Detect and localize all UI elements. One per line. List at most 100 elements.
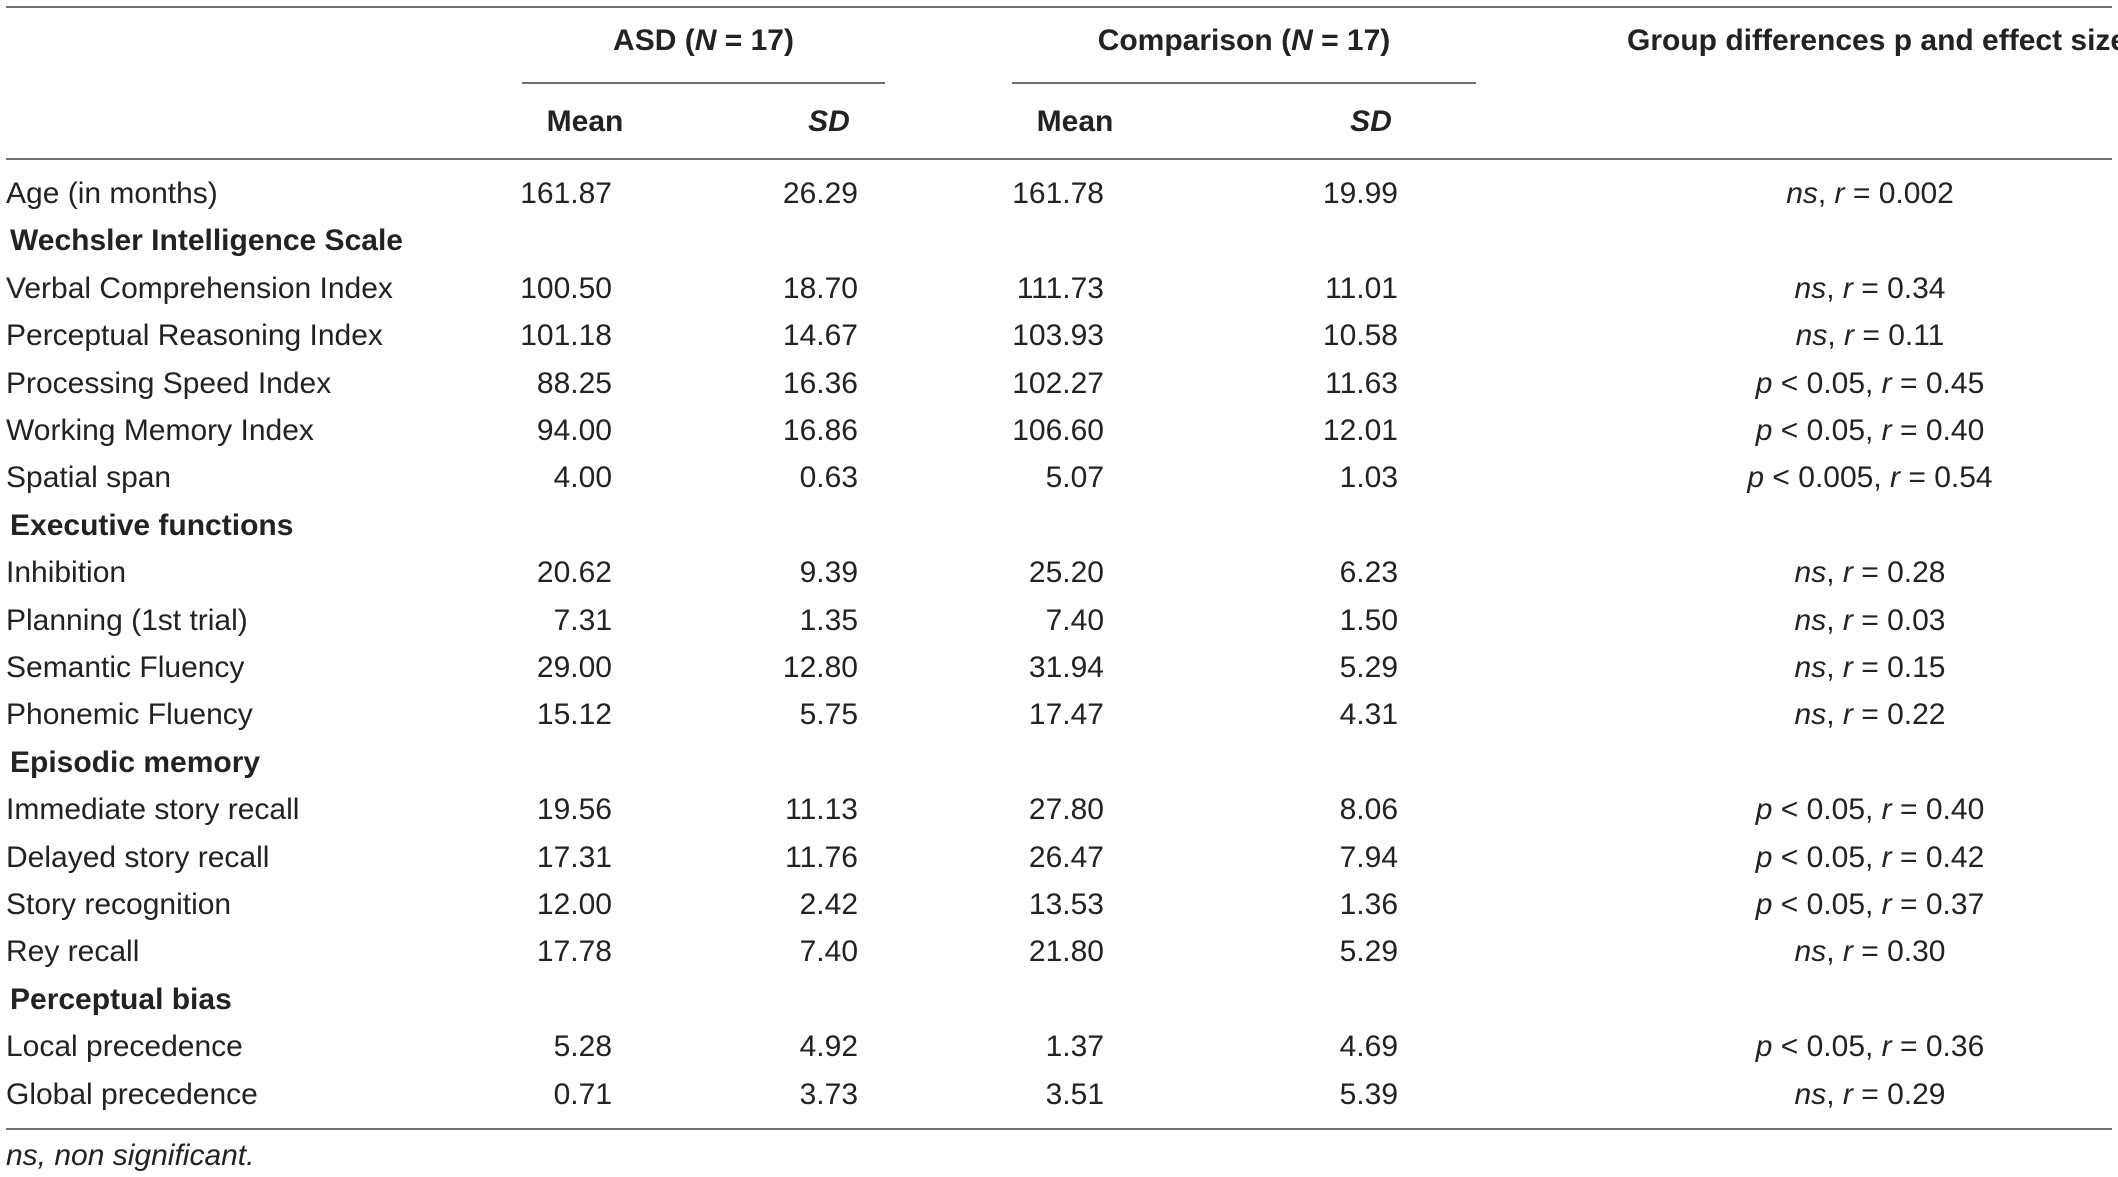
group-difference-part: p — [1755, 1030, 1773, 1064]
row-label: Inhibition — [6, 556, 127, 590]
asd-mean-cell: 19.56 — [536, 793, 612, 827]
row-label: Spatial span — [6, 461, 172, 495]
group-difference-part: , — [1826, 271, 1843, 305]
asd-sd-cell: 4.92 — [799, 1030, 858, 1064]
group-difference-part: , — [1826, 935, 1843, 969]
group-difference-part: = 0.40 — [1891, 793, 1985, 827]
comparison-mean-cell: 5.07 — [1045, 461, 1104, 495]
group-difference-part: = 0.15 — [1852, 651, 1946, 684]
asd-sd-cell: 11.76 — [785, 840, 858, 874]
asd-sd-cell: 9.39 — [799, 556, 858, 590]
comparison-group-rule — [1012, 82, 1476, 84]
comparison-sd-cell: 6.23 — [1339, 556, 1398, 590]
group-difference-part: p — [1755, 793, 1773, 827]
group-difference-part: p — [1747, 461, 1765, 495]
comparison-mean-cell: 17.47 — [1028, 698, 1104, 732]
group-difference-part: r — [1834, 177, 1845, 210]
group-difference-part: r — [1881, 414, 1892, 447]
group-difference-part: = 0.34 — [1852, 271, 1946, 305]
asd-sd-cell: 26.29 — [782, 177, 858, 210]
group-difference-part: r — [1844, 319, 1854, 353]
group-difference-cell: ns, r = 0.03 — [1660, 603, 2080, 639]
group-difference-cell: ns, r = 0.28 — [1660, 555, 2080, 591]
comparison-sd-cell: 7.94 — [1339, 840, 1398, 874]
table-bottom-rule — [6, 1128, 2112, 1130]
group-difference-part: , — [1826, 603, 1843, 637]
group-difference-part: r — [1842, 271, 1853, 305]
comparison-sd-cell: 4.31 — [1339, 698, 1398, 732]
comparison-mean-cell: 31.94 — [1028, 651, 1104, 684]
group-difference-part: r — [1881, 366, 1892, 400]
section-label: Executive functions — [10, 508, 294, 542]
group-difference-part: = 0.40 — [1891, 414, 1985, 447]
group-difference-part: r — [1881, 840, 1892, 874]
group-difference-cell: ns, r = 0.29 — [1660, 1077, 2080, 1113]
group-difference-part: , — [1826, 698, 1843, 732]
comparison-mean-cell: 27.80 — [1028, 793, 1104, 827]
group-difference-part: , — [1826, 556, 1843, 590]
group-difference-part: = 0.36 — [1891, 1030, 1985, 1064]
asd-sd-cell: 14.67 — [782, 319, 858, 353]
comparison-mean-cell: 13.53 — [1028, 888, 1104, 921]
comparison-mean-cell: 21.80 — [1028, 935, 1104, 969]
row-label: Global precedence — [6, 1077, 258, 1111]
asd-sd-header: SD — [808, 105, 850, 138]
group-difference-part: ns — [1794, 556, 1827, 590]
asd-sd-cell: 11.13 — [785, 793, 858, 827]
row-label: Perceptual Reasoning Index — [6, 319, 383, 353]
group-differences-header: Group differences p and effect size — [1627, 24, 2118, 57]
group-difference-cell: ns, r = 0.002 — [1660, 176, 2080, 212]
asd-mean-cell: 4.00 — [553, 461, 612, 495]
row-label: Semantic Fluency — [6, 651, 245, 684]
comparison-sd-cell: 1.03 — [1339, 461, 1398, 495]
row-label: Story recognition — [6, 888, 232, 921]
group-difference-part: p — [1755, 414, 1773, 447]
asd-mean-cell: 15.12 — [536, 698, 612, 732]
group-difference-part: ns — [1794, 271, 1827, 305]
group-difference-cell: p < 0.05, r = 0.42 — [1660, 840, 2080, 876]
asd-sd-cell: 5.75 — [799, 698, 858, 732]
asd-sd-cell: 1.35 — [799, 603, 858, 637]
group-difference-part: , — [1817, 177, 1835, 210]
group-difference-part: p — [1755, 366, 1773, 400]
comparison-sd-cell: 5.29 — [1339, 935, 1398, 969]
group-difference-part: ns — [1794, 698, 1827, 732]
asd-sd-cell: 12.80 — [782, 651, 858, 684]
asd-mean-cell: 0.71 — [553, 1077, 612, 1111]
asd-mean-cell: 94.00 — [536, 414, 612, 447]
group-difference-part: < 0.05, — [1772, 888, 1882, 921]
comparison-sd-cell: 1.36 — [1339, 888, 1398, 921]
comparison-mean-cell: 3.51 — [1045, 1077, 1104, 1111]
asd-mean-cell: 5.28 — [553, 1030, 612, 1064]
row-label: Working Memory Index — [6, 414, 314, 447]
section-label: Perceptual bias — [10, 982, 232, 1016]
comparison-mean-cell: 111.73 — [1016, 271, 1104, 305]
group-difference-part: < 0.005, — [1764, 461, 1891, 495]
comparison-sd-header: SD — [1350, 105, 1392, 138]
comparison-sd-cell: 12.01 — [1322, 414, 1398, 447]
comparison-sd-cell: 5.29 — [1339, 651, 1398, 684]
group-difference-part: r — [1842, 1077, 1853, 1111]
asd-sd-cell: 2.42 — [799, 888, 858, 921]
group-difference-cell: ns, r = 0.15 — [1660, 650, 2080, 686]
comparison-mean-cell: 106.60 — [1012, 414, 1104, 447]
asd-mean-cell: 17.78 — [536, 935, 612, 969]
asd-mean-cell: 7.31 — [553, 603, 612, 637]
asd-mean-cell: 161.87 — [520, 177, 612, 210]
asd-sd-cell: 18.70 — [782, 271, 858, 305]
group-difference-part: = 0.54 — [1900, 461, 1993, 495]
group-difference-part: r — [1881, 1030, 1892, 1064]
group-difference-part: = 0.29 — [1852, 1077, 1946, 1111]
comparison-mean-cell: 161.78 — [1012, 177, 1104, 210]
group-difference-part: ns — [1794, 651, 1827, 684]
group-difference-part: p — [1755, 840, 1773, 874]
group-difference-part: r — [1881, 888, 1892, 921]
group-difference-part: ns — [1786, 177, 1818, 210]
group-difference-cell: ns, r = 0.22 — [1660, 697, 2080, 733]
comparison-mean-cell: 1.37 — [1045, 1030, 1104, 1064]
row-label: Age (in months) — [6, 177, 218, 210]
group-difference-cell: ns, r = 0.34 — [1660, 271, 2080, 307]
section-label: Episodic memory — [10, 745, 261, 779]
comparison-mean-cell: 25.20 — [1028, 556, 1104, 590]
group-difference-part: , — [1827, 319, 1844, 353]
